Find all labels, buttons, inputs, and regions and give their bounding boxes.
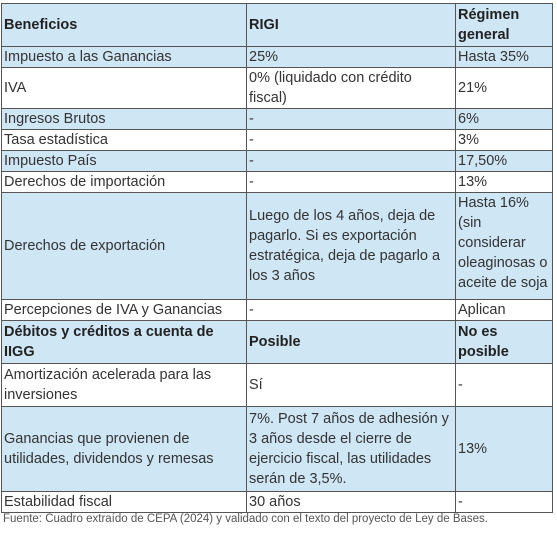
general-value: Hasta 16% (sin considerar oleaginosas o …: [455, 192, 553, 300]
table-row: Impuesto a las Ganancias 25% Hasta 35%: [1, 46, 553, 68]
rigi-value: Sí: [246, 363, 456, 407]
general-value: 3%: [455, 129, 553, 151]
row-label: Ingresos Brutos: [1, 108, 247, 130]
subheader-rigi: Posible: [246, 320, 456, 364]
general-value: 6%: [455, 108, 553, 130]
general-value: 13%: [455, 406, 553, 492]
subheader-label: Débitos y créditos a cuenta de IIGG: [1, 320, 247, 364]
table-row: Ganancias que provienen de utilidades, d…: [1, 406, 553, 492]
rigi-value: -: [246, 150, 456, 172]
table-row: Estabilidad fiscal 30 años -: [1, 491, 553, 513]
table-row: Amortización acelerada para las inversio…: [1, 363, 553, 407]
row-label: Impuesto País: [1, 150, 247, 172]
table-row: Ingresos Brutos - 6%: [1, 108, 553, 130]
header-rigi: RIGI: [246, 3, 456, 47]
general-value: 21%: [455, 67, 553, 109]
row-label: Tasa estadística: [1, 129, 247, 151]
table-row: Tasa estadística - 3%: [1, 129, 553, 151]
top-edge: [0, 0, 557, 3]
rigi-value: -: [246, 129, 456, 151]
rigi-value: 30 años: [246, 491, 456, 513]
row-label: Derechos de importación: [1, 171, 247, 193]
row-label: Percepciones de IVA y Ganancias: [1, 299, 247, 321]
subheader-general: No es posible: [455, 320, 553, 364]
table-row: Impuesto País - 17,50%: [1, 150, 553, 172]
row-label: Estabilidad fiscal: [1, 491, 247, 513]
rigi-value: -: [246, 171, 456, 193]
rigi-value: 25%: [246, 46, 456, 68]
rigi-value: -: [246, 108, 456, 130]
general-value: -: [455, 363, 553, 407]
general-value: -: [455, 491, 553, 513]
general-value: Hasta 35%: [455, 46, 553, 68]
table-row: Derechos de exportación Luego de los 4 a…: [1, 192, 553, 300]
table-subheader-row: Débitos y créditos a cuenta de IIGG Posi…: [1, 320, 553, 364]
row-label: Ganancias que provienen de utilidades, d…: [1, 406, 247, 492]
general-value: Aplican: [455, 299, 553, 321]
table-row: IVA 0% (liquidado con crédito fiscal) 21…: [1, 67, 553, 109]
table-header-row: Beneficios RIGI Régimen general: [1, 3, 553, 47]
rigi-value: Luego de los 4 años, deja de pagarlo. Si…: [246, 192, 456, 300]
source-caption: Fuente: Cuadro extraído de CEPA (2024) y…: [3, 513, 488, 525]
row-label: Impuesto a las Ganancias: [1, 46, 247, 68]
rigi-value: 7%. Post 7 años de adhesión y 3 años des…: [246, 406, 456, 492]
row-label: IVA: [1, 67, 247, 109]
general-value: 17,50%: [455, 150, 553, 172]
header-beneficios: Beneficios: [1, 3, 247, 47]
table-row: Derechos de importación - 13%: [1, 171, 553, 193]
rigi-value: 0% (liquidado con crédito fiscal): [246, 67, 456, 109]
general-value: 13%: [455, 171, 553, 193]
benefits-comparison-table: Beneficios RIGI Régimen general Impuesto…: [1, 3, 553, 513]
header-regimen-general: Régimen general: [455, 3, 553, 47]
row-label: Amortización acelerada para las inversio…: [1, 363, 247, 407]
row-label: Derechos de exportación: [1, 192, 247, 300]
table-row: Percepciones de IVA y Ganancias - Aplica…: [1, 299, 553, 321]
rigi-value: -: [246, 299, 456, 321]
